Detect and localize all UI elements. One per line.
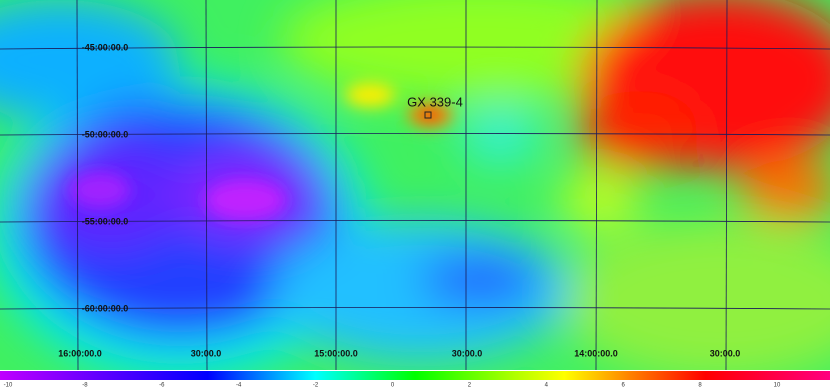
- colorbar-ticks: -10 -8 -6 -4 -2 0 2 4 6 8 10: [4, 383, 781, 389]
- source-label: GX 339-4: [407, 94, 463, 109]
- colorbar-tick-label: 8: [698, 383, 702, 389]
- colorbar-tick-label: 0: [391, 383, 395, 389]
- ra-label: 15:00:00.0: [314, 348, 358, 358]
- ra-label: 30:00.0: [452, 348, 483, 358]
- dec-label: -60:00:00.0: [82, 303, 129, 313]
- ra-label: 16:00:00.0: [58, 348, 102, 358]
- coordinate-grid: [0, 0, 830, 371]
- colorbar-tick-label: 6: [622, 383, 626, 389]
- colorbar-tick-label: -8: [82, 383, 88, 389]
- colorbar-tick-label: -10: [4, 383, 13, 389]
- dec-label: -55:00:00.0: [82, 216, 129, 226]
- ra-label: 30:00.0: [710, 348, 741, 358]
- colorbar-tick-label: -6: [159, 383, 165, 389]
- dec-label: -45:00:00.0: [82, 42, 129, 52]
- dec-labels: -45:00:00.0 -50:00:00.0 -55:00:00.0 -60:00:…: [82, 42, 129, 313]
- dec-label: -50:00:00.0: [82, 129, 129, 139]
- colorbar-tick-label: 4: [545, 383, 549, 389]
- colorbar: [0, 371, 830, 380]
- colorbar-tick-label: 10: [774, 383, 781, 389]
- ra-labels: 16:00:00.0 30:00.0 15:00:00.0 30:00.0 14:00:…: [58, 348, 740, 358]
- colorbar-tick-label: -4: [236, 383, 242, 389]
- source-marker[interactable]: [424, 111, 432, 119]
- colorbar-tick-label: -2: [313, 383, 319, 389]
- colorbar-tick-label: 2: [468, 383, 472, 389]
- ra-label: 30:00.0: [191, 348, 222, 358]
- heatmap: [0, 0, 830, 370]
- ra-label: 14:00:00.0: [574, 348, 618, 358]
